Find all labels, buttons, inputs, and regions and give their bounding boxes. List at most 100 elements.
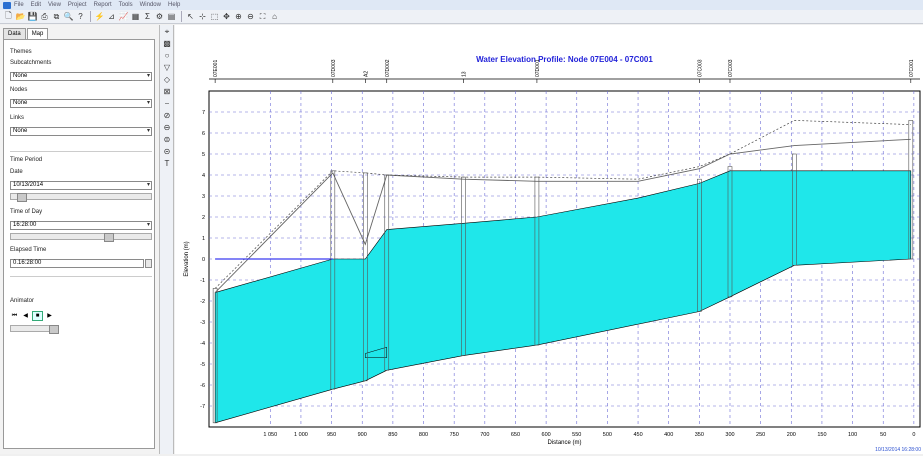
time-of-day-slider[interactable] <box>10 233 152 242</box>
full-extent-icon[interactable]: ⛶ <box>259 11 266 21</box>
toolbar-separator <box>181 11 182 22</box>
rewind-button[interactable]: ⏮ <box>11 313 18 319</box>
find-icon[interactable]: 🔍 <box>63 12 74 21</box>
open-icon[interactable]: 📂 <box>15 12 26 21</box>
storage-icon[interactable]: ⊠ <box>163 87 171 96</box>
tab-map[interactable]: Map <box>26 28 49 39</box>
x-axis-label: Distance (m) <box>547 440 581 446</box>
links-select[interactable]: None ▾ <box>10 127 152 136</box>
x-tick-label: 1 050 <box>263 432 277 438</box>
chart-title: Water Elevation Profile: Node 07E004 - 0… <box>476 55 653 64</box>
region-icon[interactable]: ⬚ <box>210 12 219 21</box>
animation-speed-slider[interactable] <box>10 325 59 334</box>
elapsed-time-label: Elapsed Time <box>10 247 47 253</box>
print-icon[interactable]: ⎙ <box>41 11 48 21</box>
nodes-select[interactable]: None ▾ <box>10 99 152 108</box>
x-tick-label: 50 <box>880 432 886 438</box>
graph-icon[interactable]: 📈 <box>118 12 129 21</box>
zoom-out-icon[interactable]: ⊖ <box>247 12 254 21</box>
vertex-icon[interactable]: ⊹ <box>199 12 206 21</box>
tab-data[interactable]: Data <box>3 28 26 39</box>
manhole <box>534 176 540 346</box>
back-button[interactable]: ◀ <box>23 313 28 319</box>
x-tick-label: 500 <box>603 432 612 438</box>
menu-view[interactable]: View <box>48 2 61 8</box>
speed-slider-thumb[interactable] <box>49 325 59 334</box>
profile-chart[interactable]: 1 050 1 000 950 900 850 800 750 700 650 600 550 500… <box>175 25 923 454</box>
select-icon[interactable]: ↖ <box>187 12 194 21</box>
date-label: Date <box>10 169 23 175</box>
elapsed-time-spinner[interactable] <box>145 259 152 268</box>
conduit-icon[interactable]: ⎯ <box>165 99 169 108</box>
x-tick-label: 450 <box>633 432 642 438</box>
node-label: A2 <box>363 71 369 77</box>
nodes-label: Nodes <box>10 87 28 93</box>
date-slider-thumb[interactable] <box>17 193 27 202</box>
run-icon[interactable]: ⚡ <box>94 12 105 21</box>
y-tick-label: 1 <box>202 236 205 242</box>
animator-label: Animator <box>10 298 35 304</box>
time-of-day-select[interactable]: 16:28:00 ▾ <box>10 221 152 230</box>
y-axis-label: Elevation (m) <box>184 241 190 276</box>
outlet-icon[interactable]: ⊝ <box>163 147 171 156</box>
label-icon[interactable]: T <box>164 159 170 168</box>
map-icon[interactable]: ⌂ <box>272 12 277 21</box>
y-tick-label: -6 <box>200 383 205 389</box>
date-select[interactable]: 10/13/2014 ▾ <box>10 181 152 190</box>
menu-report[interactable]: Report <box>93 2 112 8</box>
node-label: 07C003 <box>728 59 734 77</box>
copy-icon[interactable]: ⧉ <box>53 11 60 21</box>
x-tick-label: 900 <box>358 432 367 438</box>
query-icon[interactable]: ? <box>78 12 83 21</box>
pump-icon[interactable]: ⊘ <box>163 111 171 120</box>
divider-icon[interactable]: ◇ <box>163 75 171 84</box>
date-slider[interactable] <box>10 193 152 202</box>
orifice-icon[interactable]: ⊖ <box>163 123 171 132</box>
options-icon[interactable]: ⚙ <box>155 12 164 21</box>
x-tick-label: 350 <box>695 432 704 438</box>
y-tick-label: 7 <box>202 110 205 116</box>
table-icon[interactable]: ▦ <box>131 12 140 21</box>
stop-button[interactable]: ■ <box>32 311 43 321</box>
y-tick-label: 0 <box>202 257 205 263</box>
menu-help[interactable]: Help <box>167 2 181 8</box>
pointer-icon[interactable]: ⌖ <box>164 27 170 36</box>
x-tick-label: 0 <box>912 432 915 438</box>
menu-file[interactable]: File <box>14 2 24 8</box>
subcatchment-icon[interactable]: ▩ <box>163 39 171 48</box>
legend-icon[interactable]: ▤ <box>167 12 176 21</box>
zoom-in-icon[interactable]: ⊕ <box>235 12 242 21</box>
menu-window[interactable]: Window <box>139 2 161 8</box>
y-tick-label: -7 <box>200 404 205 410</box>
outfall-icon[interactable]: ▽ <box>163 63 171 72</box>
node-label: 13 <box>461 71 467 77</box>
x-tick-label: 700 <box>480 432 489 438</box>
subcatchments-select[interactable]: None ▾ <box>10 72 152 81</box>
app-icon <box>3 1 11 9</box>
new-icon[interactable]: 🗋 <box>5 10 12 20</box>
profile-plot-window: 1 050 1 000 950 900 850 800 750 700 650 600 550 500… <box>175 25 923 454</box>
nodes-value: None <box>13 100 28 106</box>
time-of-day-value: 16:28:00 <box>13 222 37 228</box>
pan-icon[interactable]: ✥ <box>223 12 230 21</box>
time-slider-thumb[interactable] <box>104 233 114 242</box>
x-tick-label: 950 <box>327 432 336 438</box>
menu-project[interactable]: Project <box>67 2 87 8</box>
forward-button[interactable]: ▶ <box>47 313 52 319</box>
y-tick-label: 4 <box>202 173 205 179</box>
links-label: Links <box>10 115 25 121</box>
menu-tools[interactable]: Tools <box>118 2 133 8</box>
x-tick-label: 800 <box>419 432 428 438</box>
profile-icon[interactable]: ⊿ <box>108 12 115 21</box>
elapsed-time-field[interactable]: 0.16:28:00 <box>10 259 144 268</box>
save-icon[interactable]: 💾 <box>27 12 38 21</box>
stats-icon[interactable]: Σ <box>145 12 150 21</box>
x-tick-label: 650 <box>511 432 520 438</box>
y-tick-label: 5 <box>202 152 205 158</box>
x-tick-label: 100 <box>848 432 857 438</box>
node-label: 07D001 <box>535 59 541 77</box>
junction-icon[interactable]: ○ <box>164 51 170 60</box>
storage-water-area <box>365 346 387 358</box>
weir-icon[interactable]: ⊜ <box>163 135 171 144</box>
menu-edit[interactable]: Edit <box>30 2 42 8</box>
